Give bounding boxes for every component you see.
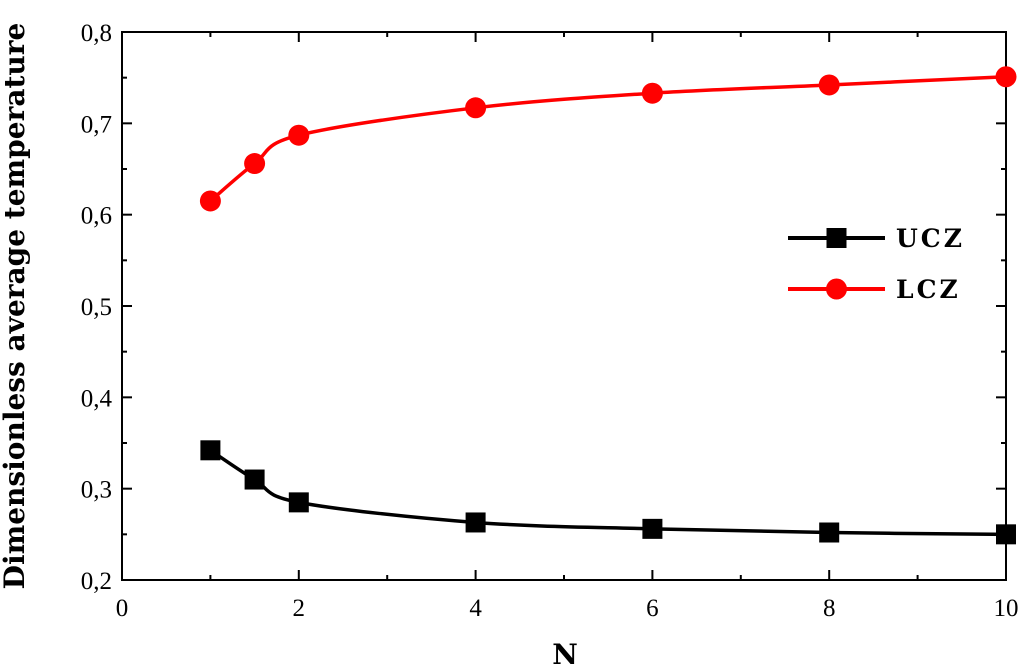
- legend: UCZ LCZ: [788, 224, 965, 304]
- data-point-ucz: [642, 518, 663, 539]
- y-tick-label: 0,5: [81, 294, 112, 321]
- x-tick-label: 4: [469, 595, 482, 622]
- x-tick-label: 8: [823, 595, 836, 622]
- series-ucz: [200, 440, 1016, 545]
- x-axis-title: N: [552, 638, 578, 671]
- data-point-lcz: [818, 74, 840, 96]
- data-point-lcz: [199, 190, 221, 212]
- y-tick-label: 0,3: [81, 477, 112, 504]
- y-tick-label: 0,6: [81, 203, 112, 230]
- data-point-ucz: [819, 522, 840, 543]
- y-axis-title: Dimensionless average temperature: [0, 23, 31, 590]
- axes: 0 2 4 6 8 10 0,2 0,3 0,4 0,5 0,6 0,7 0,8: [81, 20, 1019, 622]
- y-tick-label: 0,4: [81, 385, 113, 412]
- data-point-lcz: [465, 97, 487, 119]
- y-tick-label: 0,7: [81, 111, 112, 138]
- data-point-ucz: [288, 492, 309, 513]
- legend-marker-ucz: [826, 228, 847, 248]
- legend-label-ucz: UCZ: [896, 224, 965, 253]
- data-point-ucz: [200, 440, 221, 461]
- legend-item-ucz: UCZ: [788, 224, 965, 253]
- data-point-lcz: [995, 66, 1017, 88]
- y-tick-label: 0,2: [81, 568, 112, 595]
- data-point-ucz: [244, 469, 265, 490]
- x-tick-label: 6: [646, 595, 659, 622]
- plot-frame: [121, 31, 1007, 581]
- x-tick-label: 10: [994, 595, 1019, 622]
- series-line-ucz: [209, 448, 1007, 537]
- data-point-ucz: [996, 524, 1016, 545]
- series-line-lcz: [209, 75, 1007, 203]
- y-tick-label: 0,8: [81, 20, 112, 47]
- data-point-lcz: [244, 153, 266, 175]
- data-point-lcz: [641, 82, 663, 104]
- series-lcz: [199, 66, 1017, 212]
- series-layer: [199, 66, 1017, 545]
- legend-marker-lcz: [826, 278, 847, 300]
- data-point-lcz: [288, 124, 310, 146]
- legend-item-lcz: LCZ: [788, 275, 961, 304]
- x-tick-label: 2: [293, 595, 306, 622]
- legend-label-lcz: LCZ: [896, 275, 961, 304]
- data-point-ucz: [465, 512, 486, 533]
- x-tick-label: 0: [116, 595, 129, 622]
